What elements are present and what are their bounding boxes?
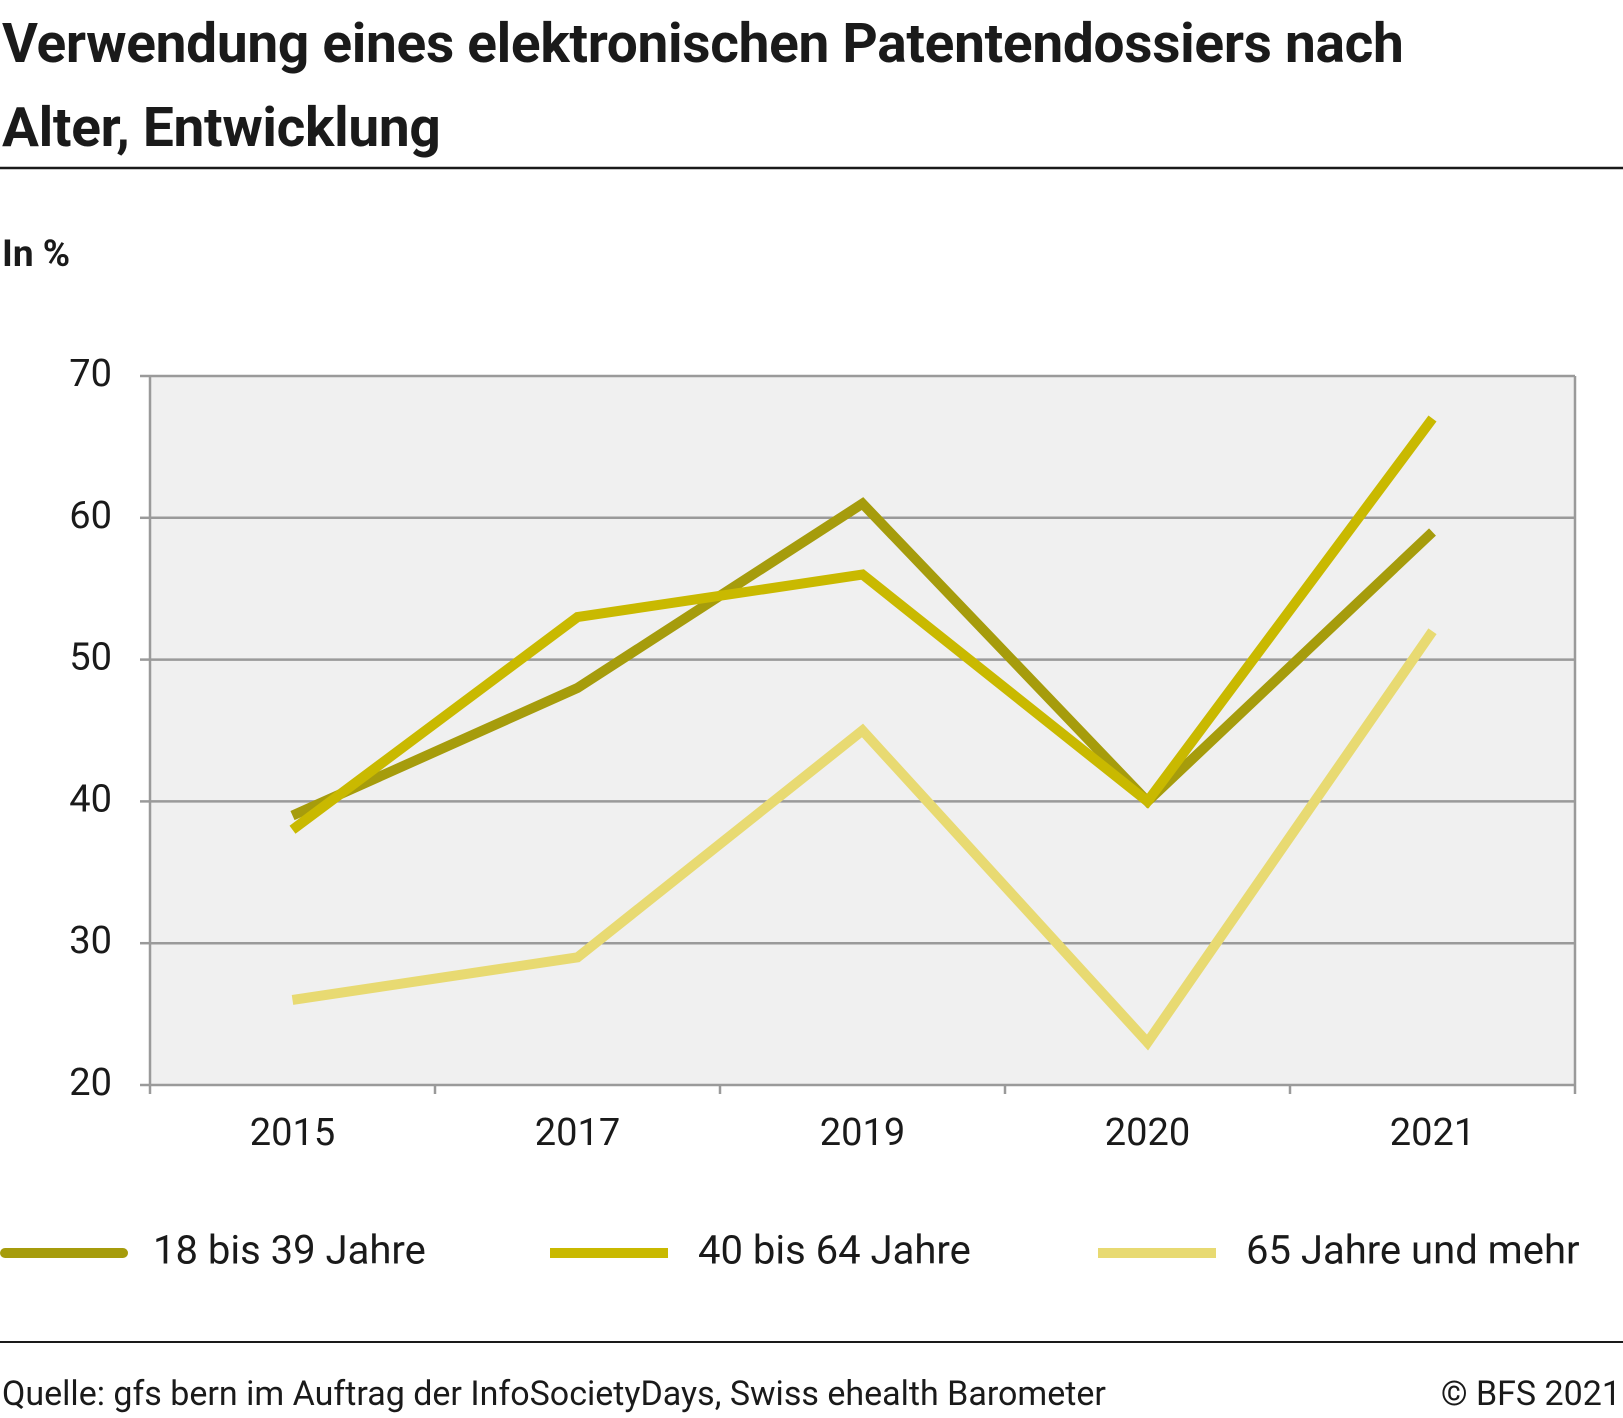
- x-tick-label: 2020: [1105, 1111, 1190, 1155]
- y-axis-label: In %: [2, 233, 70, 276]
- y-tick-label: 30: [69, 919, 112, 963]
- y-tick-label: 40: [69, 777, 112, 821]
- y-tick-label: 70: [69, 352, 112, 396]
- x-tick-label: 2021: [1390, 1111, 1475, 1155]
- copyright: © BFS 2021: [1441, 1374, 1621, 1414]
- chart-title: Verwendung eines elektronischen Patenten…: [2, 12, 1404, 160]
- line-series: [289, 415, 1437, 834]
- line-series: [291, 628, 1437, 1051]
- y-tick-label: 50: [69, 636, 112, 680]
- y-tick-label: 20: [69, 1061, 112, 1105]
- y-tick-label: 60: [69, 494, 112, 538]
- x-tick-label: 2017: [535, 1111, 620, 1155]
- legend-label: 18 bis 39 Jahre: [153, 1227, 426, 1274]
- source: Quelle: gfs bern im Auftrag der InfoSoci…: [2, 1374, 1106, 1414]
- line-series: [290, 497, 1436, 821]
- legend-label: 40 bis 64 Jahre: [698, 1227, 971, 1274]
- x-tick-label: 2015: [250, 1111, 335, 1155]
- legend-label: 65 Jahre und mehr: [1246, 1227, 1580, 1274]
- x-tick-label: 2019: [820, 1111, 905, 1155]
